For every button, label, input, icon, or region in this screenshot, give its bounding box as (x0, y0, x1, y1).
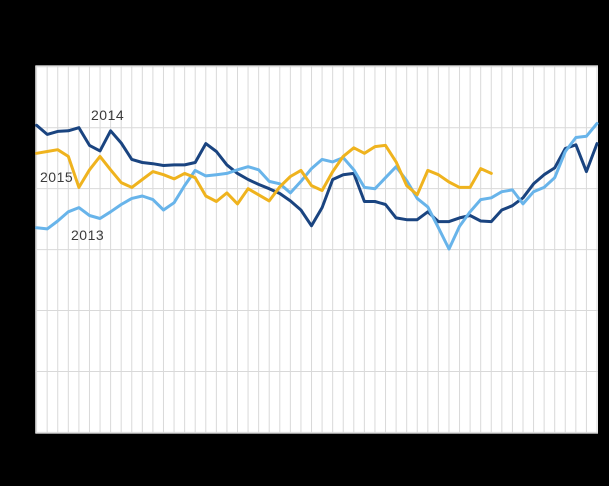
horizontal-gridlines (35, 66, 598, 433)
series-label-2015: 2015 (40, 169, 74, 185)
series-label-2014: 2014 (91, 107, 125, 123)
series-line-2015 (35, 143, 493, 206)
series-label-2013: 2013 (71, 227, 105, 243)
series-line-2013 (35, 122, 599, 251)
series-line-2014 (35, 123, 599, 228)
